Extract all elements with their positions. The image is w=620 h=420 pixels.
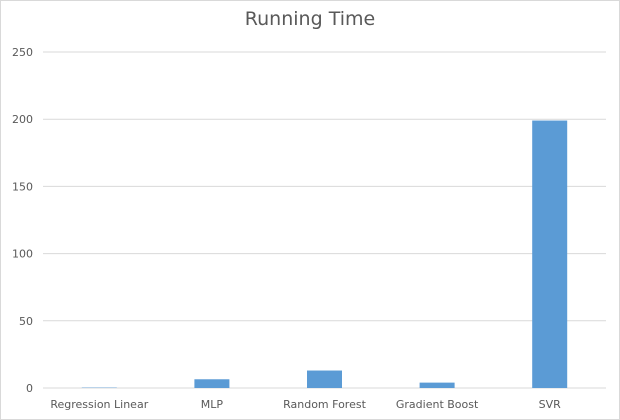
bar-gradient-boost [419, 382, 455, 388]
x-tick-label: Regression Linear [50, 398, 148, 411]
bar-mlp [194, 379, 230, 388]
gridlines [43, 51, 606, 389]
x-tick-label: Gradient Boost [396, 398, 479, 411]
y-tick-label: 100 [12, 248, 33, 261]
y-tick-label: 50 [19, 315, 33, 328]
x-tick-label: MLP [201, 398, 224, 411]
x-tick-label: Random Forest [283, 398, 366, 411]
chart-title: Running Time [244, 8, 376, 30]
x-tick-label: SVR [539, 398, 562, 411]
bar-random-forest [307, 370, 342, 388]
bar-svr [532, 120, 568, 388]
y-axis-tick-labels: 0 50 100 150 200 250 [12, 46, 33, 395]
y-tick-label: 250 [12, 46, 33, 59]
y-tick-label: 200 [12, 113, 33, 126]
bars [81, 120, 568, 388]
y-tick-label: 150 [12, 180, 33, 193]
x-axis-tick-labels: Regression Linear MLP Random Forest Gradien… [50, 398, 561, 411]
y-tick-label: 0 [26, 382, 33, 395]
